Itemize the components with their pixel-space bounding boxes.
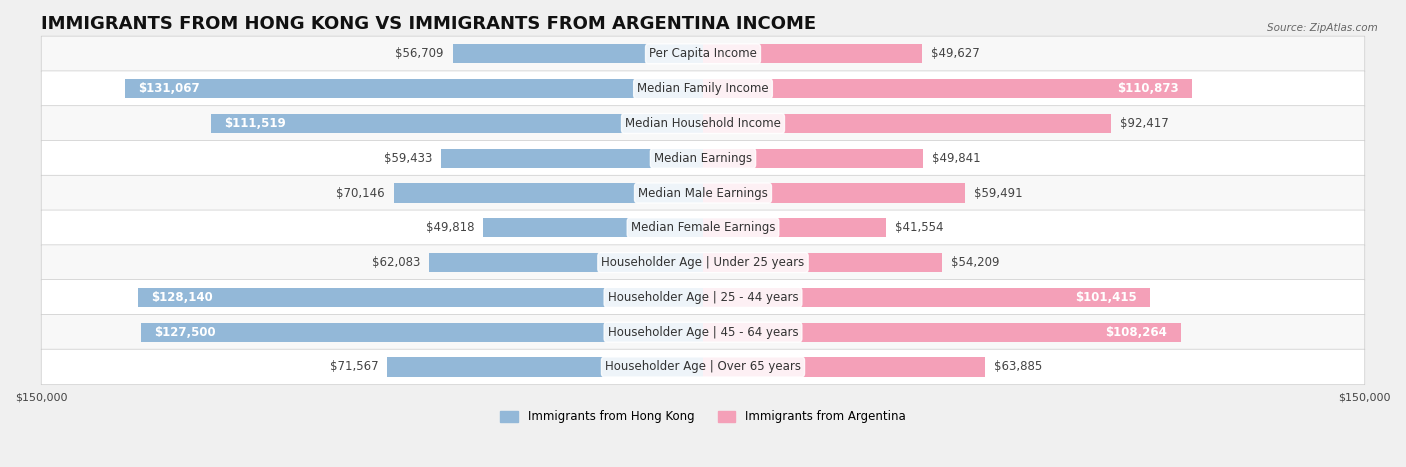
Bar [703, 323, 1181, 342]
Bar [703, 184, 966, 203]
Bar [484, 218, 703, 237]
Text: $41,554: $41,554 [896, 221, 943, 234]
FancyBboxPatch shape [41, 349, 1365, 385]
Bar [703, 149, 922, 168]
FancyBboxPatch shape [41, 245, 1365, 280]
Text: Householder Age | Over 65 years: Householder Age | Over 65 years [605, 361, 801, 374]
Text: Median Male Earnings: Median Male Earnings [638, 186, 768, 199]
Text: $59,433: $59,433 [384, 152, 432, 165]
Bar [453, 44, 703, 64]
Text: $49,627: $49,627 [931, 47, 980, 60]
Bar [125, 79, 703, 98]
Text: Median Household Income: Median Household Income [626, 117, 780, 130]
Bar [429, 253, 703, 272]
Text: Median Earnings: Median Earnings [654, 152, 752, 165]
FancyBboxPatch shape [41, 106, 1365, 141]
Bar [703, 357, 984, 376]
Text: $70,146: $70,146 [336, 186, 385, 199]
Text: IMMIGRANTS FROM HONG KONG VS IMMIGRANTS FROM ARGENTINA INCOME: IMMIGRANTS FROM HONG KONG VS IMMIGRANTS … [41, 15, 817, 33]
Bar [703, 288, 1150, 307]
Text: Median Female Earnings: Median Female Earnings [631, 221, 775, 234]
Text: Per Capita Income: Per Capita Income [650, 47, 756, 60]
Bar [703, 114, 1111, 133]
Bar [441, 149, 703, 168]
FancyBboxPatch shape [41, 71, 1365, 106]
FancyBboxPatch shape [41, 314, 1365, 350]
Text: $127,500: $127,500 [153, 325, 215, 339]
Text: $49,818: $49,818 [426, 221, 474, 234]
FancyBboxPatch shape [41, 141, 1365, 176]
Text: Source: ZipAtlas.com: Source: ZipAtlas.com [1267, 23, 1378, 33]
Bar [138, 288, 703, 307]
Text: $101,415: $101,415 [1076, 291, 1137, 304]
Text: Median Family Income: Median Family Income [637, 82, 769, 95]
Text: $71,567: $71,567 [330, 361, 378, 374]
Text: $108,264: $108,264 [1105, 325, 1167, 339]
Text: $54,209: $54,209 [950, 256, 1000, 269]
Text: $92,417: $92,417 [1119, 117, 1168, 130]
FancyBboxPatch shape [41, 175, 1365, 211]
Text: $128,140: $128,140 [150, 291, 212, 304]
Text: $59,491: $59,491 [974, 186, 1024, 199]
Bar [703, 253, 942, 272]
FancyBboxPatch shape [41, 36, 1365, 71]
Bar [141, 323, 703, 342]
Legend: Immigrants from Hong Kong, Immigrants from Argentina: Immigrants from Hong Kong, Immigrants fr… [496, 405, 910, 428]
Bar [211, 114, 703, 133]
Text: Householder Age | Under 25 years: Householder Age | Under 25 years [602, 256, 804, 269]
Text: $131,067: $131,067 [138, 82, 200, 95]
Text: $63,885: $63,885 [994, 361, 1042, 374]
Bar [703, 44, 922, 64]
Text: Householder Age | 25 - 44 years: Householder Age | 25 - 44 years [607, 291, 799, 304]
FancyBboxPatch shape [41, 280, 1365, 315]
Bar [387, 357, 703, 376]
FancyBboxPatch shape [41, 210, 1365, 246]
Bar [703, 79, 1192, 98]
Bar [703, 218, 886, 237]
Text: $49,841: $49,841 [932, 152, 980, 165]
Text: $110,873: $110,873 [1118, 82, 1178, 95]
Text: $56,709: $56,709 [395, 47, 444, 60]
Text: Householder Age | 45 - 64 years: Householder Age | 45 - 64 years [607, 325, 799, 339]
Text: $111,519: $111,519 [224, 117, 285, 130]
Text: $62,083: $62,083 [373, 256, 420, 269]
Bar [394, 184, 703, 203]
